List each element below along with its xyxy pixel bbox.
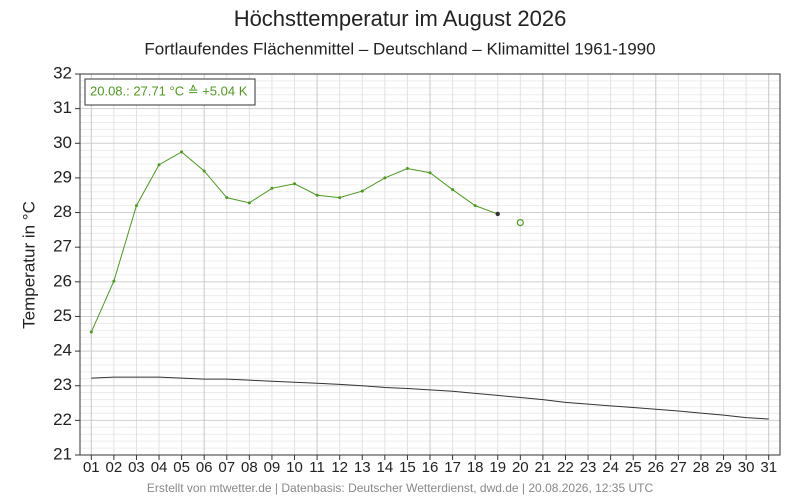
x-tick-label: 09 <box>264 459 281 476</box>
x-tick-label: 28 <box>693 459 710 476</box>
x-tick-label: 11 <box>309 459 325 476</box>
x-tick-label: 30 <box>738 459 755 476</box>
x-tick-label: 03 <box>128 459 145 476</box>
chart-title: Höchsttemperatur im August 2026 <box>234 6 567 31</box>
point <box>112 279 116 283</box>
x-tick-label: 16 <box>422 459 439 476</box>
point <box>405 167 409 171</box>
y-tick-label: 25 <box>53 306 72 325</box>
x-tick-label: 12 <box>331 459 348 476</box>
y-tick-label: 30 <box>53 133 72 152</box>
x-tick-label: 05 <box>173 459 190 476</box>
x-tick-label: 31 <box>760 459 777 476</box>
point <box>451 188 455 192</box>
x-tick-label: 26 <box>647 459 664 476</box>
series-line <box>91 376 769 420</box>
x-tick-label: 18 <box>467 459 484 476</box>
x-tick-label: 20 <box>512 459 529 476</box>
annotation: 20.08.: 27.71 °C ≙ +5.04 K <box>90 83 248 98</box>
x-tick-label: 24 <box>602 459 619 476</box>
x-tick-label: 06 <box>196 459 213 476</box>
point <box>495 211 500 217</box>
point <box>428 171 432 175</box>
y-tick-label: 26 <box>53 271 72 290</box>
y-tick-label: 24 <box>53 341 72 360</box>
point <box>516 218 524 227</box>
y-tick-label: 27 <box>53 237 72 256</box>
y-tick-label: 31 <box>53 98 72 117</box>
x-tick-label: 15 <box>399 459 416 476</box>
x-tick-label: 25 <box>625 459 642 476</box>
point <box>360 189 364 193</box>
x-tick-label: 13 <box>354 459 371 476</box>
x-tick-label: 07 <box>218 459 235 476</box>
x-tick-label: 08 <box>241 459 258 476</box>
y-tick-label: 32 <box>53 63 72 82</box>
x-tick-label: 01 <box>83 459 100 476</box>
x-tick-label: 02 <box>106 459 123 476</box>
x-tick-label: 27 <box>670 459 687 476</box>
point <box>202 169 206 173</box>
point <box>89 330 93 334</box>
plot-frame <box>79 73 781 456</box>
footer: Erstellt von mtwetter.de | Datenbasis: D… <box>147 481 654 495</box>
point <box>293 182 297 186</box>
x-tick-label: 21 <box>535 459 552 476</box>
point <box>157 163 161 167</box>
point <box>315 193 319 197</box>
point <box>473 204 477 208</box>
x-tick-label: 17 <box>444 459 461 476</box>
y-tick-label: 23 <box>53 375 72 394</box>
point <box>134 204 138 208</box>
x-tick-label: 23 <box>580 459 597 476</box>
point <box>270 186 274 190</box>
x-tick-label: 22 <box>557 459 574 476</box>
chart-subtitle: Fortlaufendes Flächenmittel – Deutschlan… <box>144 39 655 58</box>
point <box>338 196 342 200</box>
y-tick-label: 22 <box>53 410 72 429</box>
x-tick-label: 10 <box>286 459 303 476</box>
y-tick-label: 21 <box>53 444 72 463</box>
x-tick-label: 19 <box>489 459 506 476</box>
annotation-box <box>84 78 256 106</box>
point <box>247 201 251 205</box>
x-tick-label: 29 <box>715 459 732 476</box>
point <box>180 150 184 154</box>
x-tick-label: 04 <box>151 459 168 476</box>
y-tick-label: 28 <box>53 202 72 221</box>
y-tick-label: 29 <box>53 167 72 186</box>
point <box>383 176 387 180</box>
x-tick-label: 14 <box>376 459 393 476</box>
point <box>225 196 229 200</box>
y-axis-label: Temperatur in °C <box>19 201 38 329</box>
